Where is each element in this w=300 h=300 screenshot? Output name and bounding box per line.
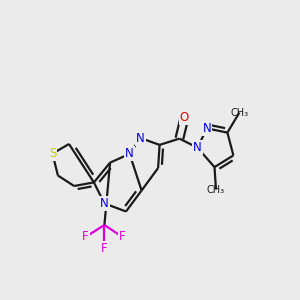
Text: N: N (136, 131, 145, 145)
Text: F: F (119, 230, 126, 244)
Text: S: S (49, 147, 56, 160)
Text: F: F (101, 242, 108, 255)
Text: CH₃: CH₃ (207, 184, 225, 195)
Text: N: N (100, 197, 109, 210)
Text: N: N (125, 147, 134, 161)
Text: N: N (202, 122, 211, 135)
Text: CH₃: CH₃ (230, 107, 248, 118)
Text: N: N (193, 141, 202, 154)
Text: F: F (82, 230, 89, 244)
Text: O: O (180, 111, 189, 124)
